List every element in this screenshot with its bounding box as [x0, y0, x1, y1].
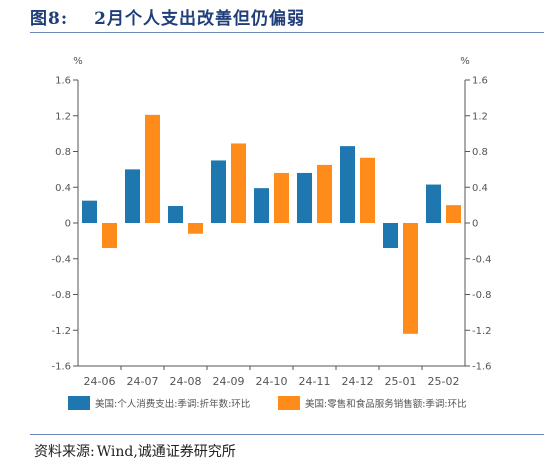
bar-pce-25-02 [426, 184, 441, 223]
x-tick-label: 24-12 [342, 375, 374, 388]
x-tick-label: 24-06 [84, 375, 116, 388]
right-y-tick-label: -1.6 [472, 362, 492, 373]
bar-pce-24-10 [254, 188, 269, 223]
bar-pce-25-01 [383, 223, 398, 249]
x-tick-label: 24-07 [127, 375, 159, 388]
left-y-tick-label: 1.6 [55, 76, 71, 87]
right-y-tick-label: 1.6 [472, 76, 488, 87]
right-y-tick-label: -0.8 [472, 290, 492, 301]
left-axis-unit: % [73, 56, 83, 67]
x-tick-label: 24-10 [256, 375, 288, 388]
left-y-tick-label: -0.4 [51, 254, 71, 265]
chart-title: 图8: 2月个人支出改善但仍偏弱 [30, 4, 305, 29]
title-text: 2月个人支出改善但仍偏弱 [94, 9, 305, 29]
left-y-tick-label: -1.6 [51, 362, 71, 373]
bar-retail-24-09 [231, 143, 246, 223]
x-tick-label: 24-11 [299, 375, 331, 388]
bar-pce-24-09 [211, 160, 226, 223]
right-y-tick-label: -1.2 [472, 326, 492, 337]
x-tick-label: 24-09 [213, 375, 245, 388]
source-text: Wind,诚通证券研究所 [96, 444, 236, 460]
x-tick-label: 25-02 [428, 375, 460, 388]
legend-label-2: 美国:零售和食品服务销售额:季调:环比 [305, 398, 467, 410]
bar-retail-25-01 [403, 223, 418, 334]
bar-pce-24-08 [168, 206, 183, 223]
right-y-tick-label: 0 [472, 219, 478, 230]
legend-label-1: 美国:个人消费支出:季调:折年数:环比 [95, 398, 250, 410]
left-y-tick-label: -1.2 [51, 326, 71, 337]
bar-retail-24-10 [274, 172, 289, 223]
bar-retail-24-11 [317, 164, 332, 223]
x-tick-label: 25-01 [385, 375, 417, 388]
bar-retail-24-12 [360, 157, 375, 223]
right-y-tick-label: 0.4 [472, 183, 488, 194]
left-y-tick-label: 1.2 [55, 111, 71, 122]
bar-pce-24-07 [125, 169, 140, 223]
left-y-tick-label: 0 [65, 219, 71, 230]
right-y-tick-label: 0.8 [472, 147, 488, 158]
bar-pce-24-11 [297, 172, 312, 223]
left-y-tick-label: 0.4 [55, 183, 71, 194]
left-y-tick-label: -0.8 [51, 290, 71, 301]
x-tick-label: 24-08 [170, 375, 202, 388]
bar-retail-25-02 [446, 205, 461, 223]
legend-swatch-1 [68, 396, 90, 410]
bar-retail-24-07 [145, 114, 160, 223]
left-y-tick-label: 0.8 [55, 147, 71, 158]
bar-pce-24-12 [340, 146, 355, 223]
source-rule [30, 434, 544, 435]
title-rule [30, 32, 544, 33]
source-note: 资料来源: Wind,诚通证券研究所 [34, 441, 236, 461]
bar-retail-24-06 [102, 223, 117, 249]
legend-swatch-2 [278, 396, 300, 410]
figure-label: 图8: [30, 9, 69, 29]
right-axis-unit: % [460, 56, 470, 67]
bar-retail-24-08 [188, 223, 203, 234]
right-y-tick-label: 1.2 [472, 111, 488, 122]
source-label: 资料来源: [34, 444, 95, 460]
bar-pce-24-06 [82, 200, 97, 223]
right-y-tick-label: -0.4 [472, 254, 492, 265]
